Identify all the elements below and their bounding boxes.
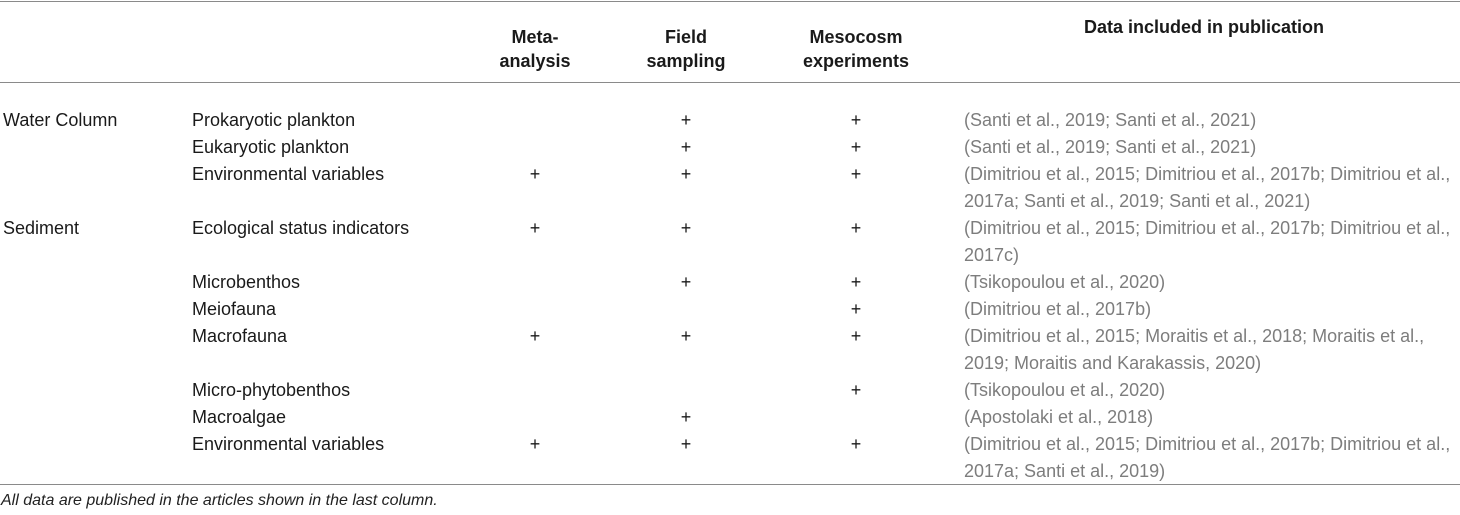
table-row: Meiofauna + (Dimitriou et al., 2017b) <box>0 296 1460 323</box>
row-publication: (Dimitriou et al., 2015; Moraitis et al.… <box>964 326 1425 373</box>
row-mesocosm-mark: + <box>850 137 862 157</box>
table-row: Macroalgae + (Apostolaki et al., 2018) <box>0 404 1460 431</box>
row-meta-analysis-mark <box>462 377 608 404</box>
row-mesocosm-mark: + <box>850 272 862 292</box>
row-variable: Macroalgae <box>192 407 287 427</box>
row-meta-analysis-mark: + <box>529 434 541 454</box>
row-mesocosm-mark: + <box>850 434 862 454</box>
row-meta-analysis-mark: + <box>529 218 541 238</box>
row-meta-analysis-mark <box>462 134 608 161</box>
table-row: Sediment Ecological status indicators + + + (… <box>0 215 1460 269</box>
row-mesocosm-mark <box>764 404 948 431</box>
row-category: Water Column <box>3 110 118 130</box>
row-field-sampling-mark: + <box>680 110 692 130</box>
table-row: Environmental variables + + + (Dimitriou et … <box>0 431 1460 485</box>
row-category: Sediment <box>3 218 80 238</box>
top-rule <box>0 1 1460 2</box>
header-category <box>0 0 192 98</box>
row-variable: Environmental variables <box>192 164 385 184</box>
row-field-sampling-mark: + <box>680 218 692 238</box>
data-table: Meta-analysis Field sampling Mesocosm expe… <box>0 0 1460 485</box>
row-publication: (Santi et al., 2019; Santi et al., 2021) <box>964 110 1257 130</box>
row-variable: Meiofauna <box>192 299 277 319</box>
row-category <box>0 377 192 404</box>
row-category <box>0 269 192 296</box>
row-publication: (Santi et al., 2019; Santi et al., 2021) <box>964 137 1257 157</box>
row-variable: Micro-phytobenthos <box>192 380 351 400</box>
row-meta-analysis-mark <box>462 269 608 296</box>
header-field-sampling: Field sampling <box>646 27 726 71</box>
row-category <box>0 296 192 323</box>
row-variable: Environmental variables <box>192 434 385 454</box>
row-publication: (Dimitriou et al., 2015; Dimitriou et al… <box>964 218 1451 265</box>
row-variable: Macrofauna <box>192 326 288 346</box>
row-mesocosm-mark: + <box>850 164 862 184</box>
bottom-rule <box>0 484 1460 485</box>
table-row: Macrofauna + + + (Dimitriou et al., 2015; Mo… <box>0 323 1460 377</box>
row-category <box>0 404 192 431</box>
row-publication: (Dimitriou et al., 2017b) <box>964 299 1152 319</box>
row-category <box>0 431 192 485</box>
row-field-sampling-mark: + <box>680 434 692 454</box>
row-publication: (Dimitriou et al., 2015; Dimitriou et al… <box>964 164 1451 211</box>
row-meta-analysis-mark <box>462 404 608 431</box>
row-field-sampling-mark <box>608 377 764 404</box>
header-publication: Data included in publication <box>1083 17 1324 37</box>
table-row: Eukaryotic plankton + + (Santi et al., 2019… <box>0 134 1460 161</box>
header-variable <box>192 0 462 98</box>
table-row: Micro-phytobenthos + (Tsikopoulou et al., … <box>0 377 1460 404</box>
row-category <box>0 323 192 377</box>
table-row: Microbenthos + + (Tsikopoulou et al., 2020) <box>0 269 1460 296</box>
row-meta-analysis-mark: + <box>529 326 541 346</box>
row-publication: (Tsikopoulou et al., 2020) <box>964 380 1166 400</box>
row-field-sampling-mark: + <box>680 272 692 292</box>
header-rule <box>0 82 1460 83</box>
row-meta-analysis-mark <box>462 296 608 323</box>
row-publication: (Tsikopoulou et al., 2020) <box>964 272 1166 292</box>
row-variable: Ecological status indicators <box>192 218 410 238</box>
table-row: Water Column Prokaryotic plankton + + (Santi… <box>0 98 1460 134</box>
row-variable: Microbenthos <box>192 272 301 292</box>
row-mesocosm-mark: + <box>850 110 862 130</box>
row-mesocosm-mark: + <box>850 380 862 400</box>
row-field-sampling-mark: + <box>680 137 692 157</box>
row-meta-analysis-mark: + <box>529 164 541 184</box>
header-mesocosm: Mesocosm experiments <box>802 27 910 71</box>
row-variable: Prokaryotic plankton <box>192 110 356 130</box>
row-publication: (Apostolaki et al., 2018) <box>964 407 1154 427</box>
table-row: Environmental variables + + + (Dimitriou et … <box>0 161 1460 215</box>
row-field-sampling-mark: + <box>680 164 692 184</box>
row-category <box>0 134 192 161</box>
row-field-sampling-mark: + <box>680 326 692 346</box>
table-footnote: All data are published in the articles s… <box>1 492 438 509</box>
row-meta-analysis-mark <box>462 98 608 134</box>
row-mesocosm-mark: + <box>850 299 862 319</box>
header-row: Meta-analysis Field sampling Mesocosm expe… <box>0 0 1460 98</box>
row-variable: Eukaryotic plankton <box>192 137 350 157</box>
table-body: Water Column Prokaryotic plankton + + (Santi… <box>0 98 1460 485</box>
row-category <box>0 161 192 215</box>
row-mesocosm-mark: + <box>850 218 862 238</box>
header-meta-analysis: Meta-analysis <box>499 27 571 71</box>
row-field-sampling-mark <box>608 296 764 323</box>
row-publication: (Dimitriou et al., 2015; Dimitriou et al… <box>964 434 1451 481</box>
row-mesocosm-mark: + <box>850 326 862 346</box>
row-field-sampling-mark: + <box>680 407 692 427</box>
